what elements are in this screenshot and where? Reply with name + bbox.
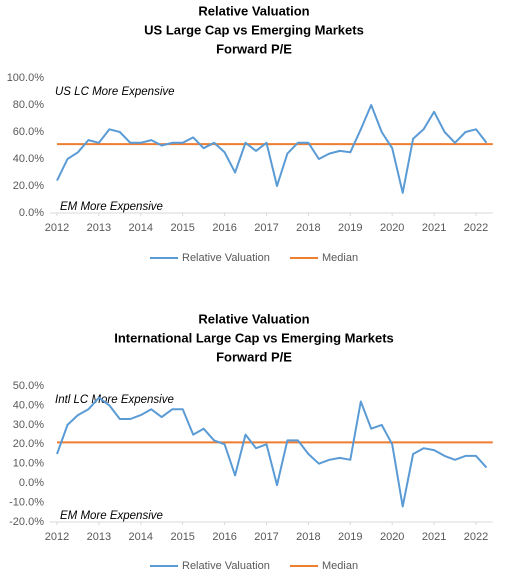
x-tick-label: 2018 bbox=[296, 531, 320, 543]
annotation: Intl LC More Expensive bbox=[55, 394, 174, 406]
x-tick-label: 2015 bbox=[170, 531, 194, 543]
x-tick-label: 2019 bbox=[338, 531, 362, 543]
x-tick-label: 2017 bbox=[254, 222, 278, 234]
x-tick-label: 2022 bbox=[464, 531, 488, 543]
y-tick-label: 30.0% bbox=[13, 419, 44, 431]
y-tick-label: 40.0% bbox=[13, 153, 44, 165]
x-tick-label: 2022 bbox=[464, 222, 488, 234]
legend-label: Median bbox=[322, 560, 358, 572]
chart-title: US Large Cap vs Emerging Markets bbox=[144, 22, 364, 37]
x-tick-label: 2012 bbox=[45, 222, 69, 234]
x-tick-label: 2015 bbox=[170, 222, 194, 234]
x-tick-label: 2019 bbox=[338, 222, 362, 234]
x-tick-label: 2018 bbox=[296, 222, 320, 234]
data-line bbox=[56, 396, 488, 508]
legend-label: Median bbox=[322, 252, 358, 264]
x-tick-label: 2013 bbox=[87, 531, 111, 543]
y-tick-label: -10.0% bbox=[9, 496, 44, 508]
chart-title: Relative Valuation bbox=[198, 3, 309, 18]
x-tick-label: 2016 bbox=[212, 531, 236, 543]
x-tick-label: 2020 bbox=[380, 531, 404, 543]
x-tick-label: 2021 bbox=[422, 531, 446, 543]
chart-title: Forward P/E bbox=[216, 41, 292, 56]
y-tick-label: 20.0% bbox=[13, 180, 44, 192]
y-tick-label: -20.0% bbox=[9, 516, 44, 528]
x-tick-label: 2020 bbox=[380, 222, 404, 234]
chart-title: International Large Cap vs Emerging Mark… bbox=[114, 330, 394, 345]
chart-title: Forward P/E bbox=[216, 349, 292, 364]
y-tick-label: 0.0% bbox=[19, 207, 44, 219]
chart-title: Relative Valuation bbox=[198, 311, 309, 326]
annotation: EM More Expensive bbox=[60, 510, 163, 522]
y-tick-label: 40.0% bbox=[13, 399, 44, 411]
y-tick-label: 10.0% bbox=[13, 458, 44, 470]
y-tick-label: 20.0% bbox=[13, 438, 44, 450]
annotation: US LC More Expensive bbox=[55, 86, 175, 98]
x-tick-label: 2017 bbox=[254, 531, 278, 543]
legend-label: Relative Valuation bbox=[182, 252, 270, 264]
y-tick-label: 0.0% bbox=[19, 477, 44, 489]
legend-label: Relative Valuation bbox=[182, 560, 270, 572]
data-line bbox=[56, 104, 488, 194]
x-tick-label: 2012 bbox=[45, 531, 69, 543]
y-tick-label: 60.0% bbox=[13, 126, 44, 138]
y-tick-label: 100.0% bbox=[7, 72, 45, 84]
x-tick-label: 2014 bbox=[129, 222, 153, 234]
x-tick-label: 2014 bbox=[129, 531, 153, 543]
annotation: EM More Expensive bbox=[60, 201, 163, 213]
x-tick-label: 2013 bbox=[87, 222, 111, 234]
x-tick-label: 2021 bbox=[422, 222, 446, 234]
y-tick-label: 80.0% bbox=[13, 99, 44, 111]
x-tick-label: 2016 bbox=[212, 222, 236, 234]
y-tick-label: 50.0% bbox=[13, 380, 44, 392]
